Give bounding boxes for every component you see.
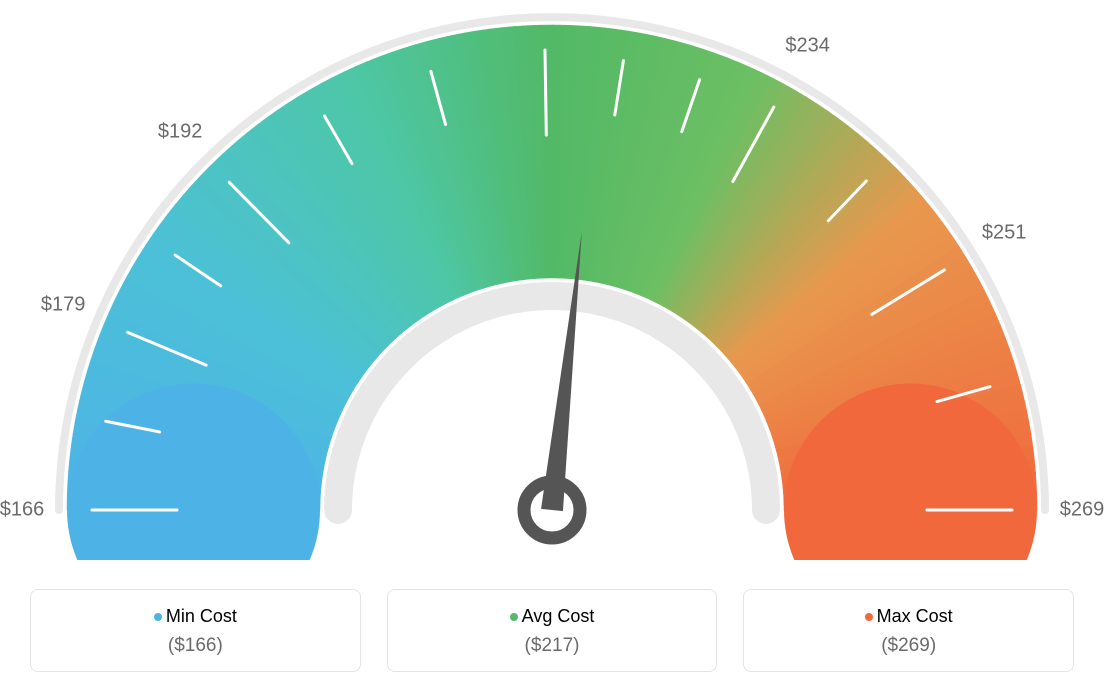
legend-label-avg: Avg Cost — [522, 606, 595, 627]
legend-value-max: ($269) — [754, 635, 1063, 657]
legend-dot-avg — [510, 613, 518, 621]
legend-title-max: Max Cost — [865, 606, 953, 627]
tick-label: $269 — [1060, 499, 1104, 522]
legend-card-avg: Avg Cost ($217) — [387, 589, 718, 672]
legend-value-avg: ($217) — [398, 635, 707, 657]
gauge-chart: $166$179$192$217$234$251$269 — [0, 0, 1104, 560]
tick-label: $192 — [158, 121, 203, 144]
tick-label: $251 — [982, 222, 1027, 245]
legend-value-min: ($166) — [41, 635, 350, 657]
tick-label: $234 — [785, 34, 830, 57]
legend-label-min: Min Cost — [166, 606, 237, 627]
legend-card-max: Max Cost ($269) — [743, 589, 1074, 672]
legend-row: Min Cost ($166) Avg Cost ($217) Max Cost… — [0, 589, 1104, 672]
tick-label: $179 — [41, 294, 86, 317]
cost-gauge-container: $166$179$192$217$234$251$269 Min Cost ($… — [0, 0, 1104, 690]
legend-dot-max — [865, 613, 873, 621]
gauge-svg — [0, 0, 1104, 560]
legend-title-avg: Avg Cost — [510, 606, 595, 627]
tick-label: $166 — [0, 499, 44, 522]
legend-dot-min — [154, 613, 162, 621]
legend-title-min: Min Cost — [154, 606, 237, 627]
legend-card-min: Min Cost ($166) — [30, 589, 361, 672]
legend-label-max: Max Cost — [877, 606, 953, 627]
